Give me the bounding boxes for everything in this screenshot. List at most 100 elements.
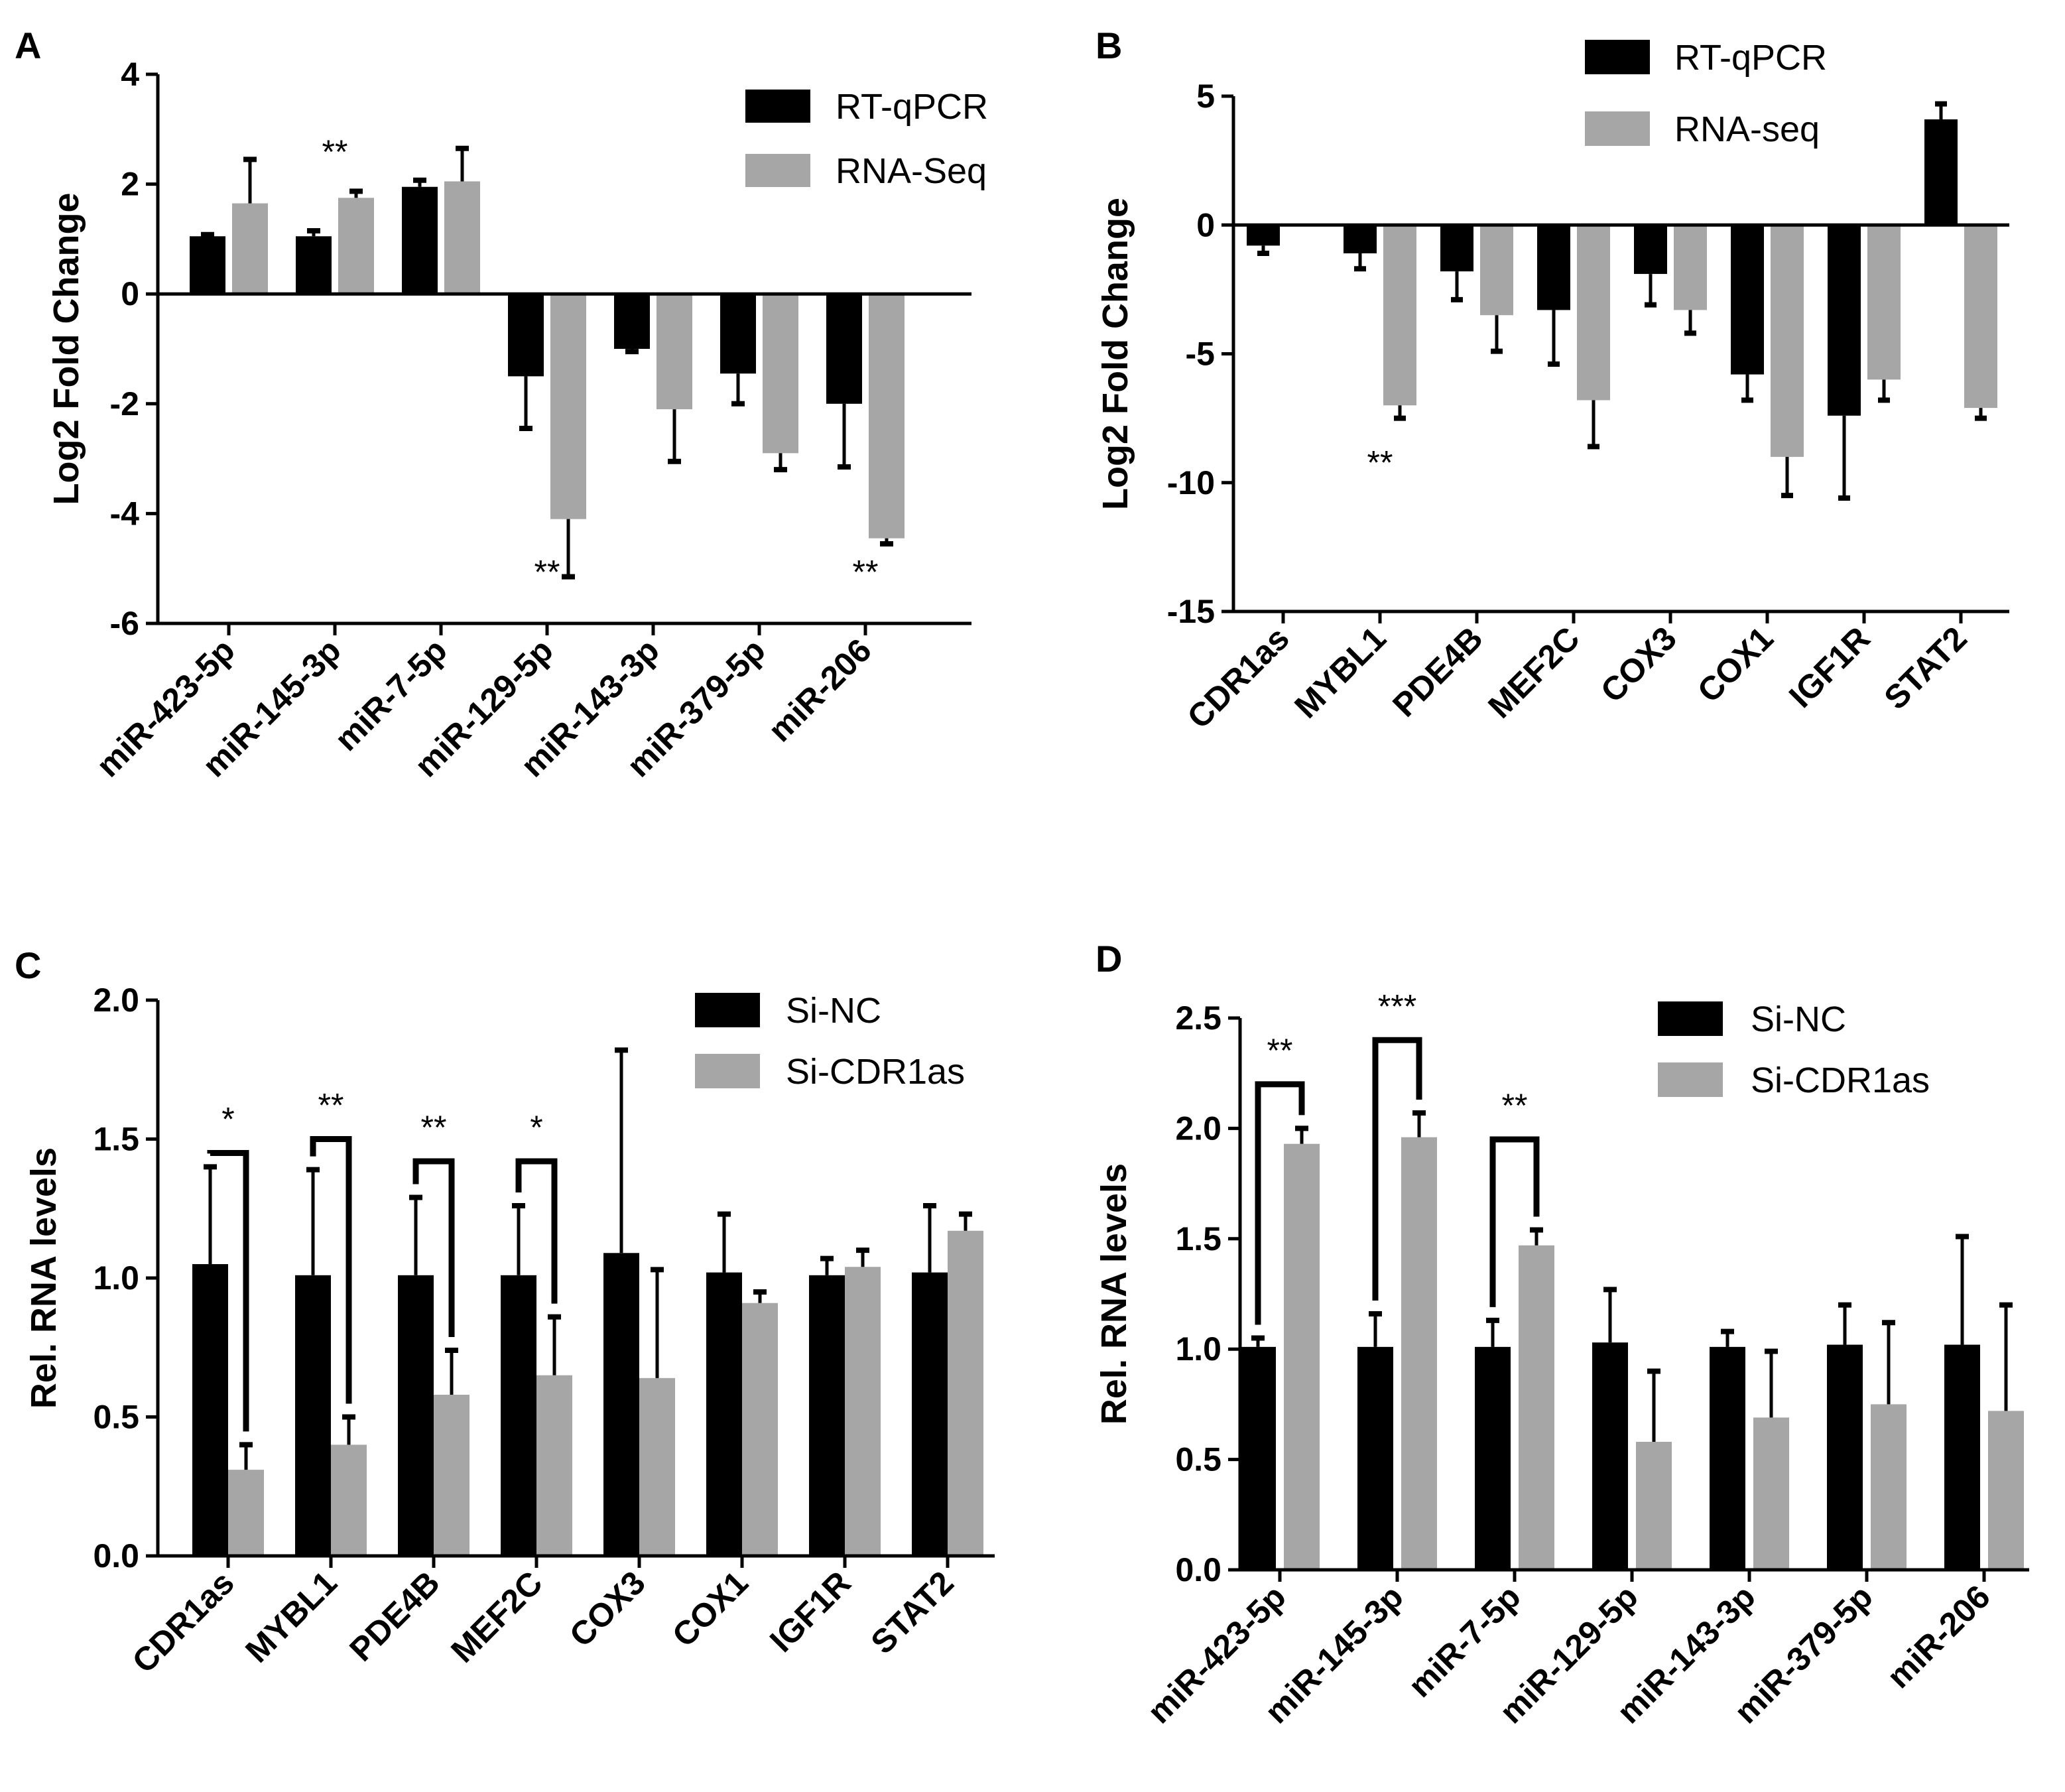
y-tick-label: -5	[1186, 336, 1215, 373]
bar-si-cdr1as-mir-129-5p	[1636, 1441, 1672, 1570]
significance-annotation: **	[322, 133, 348, 170]
x-tick-label-cox1: COX1	[1690, 619, 1781, 710]
bar-si-cdr1as-igf1r	[845, 1267, 881, 1556]
y-tick-label: 0.5	[1175, 1441, 1221, 1478]
y-axis-title: Log2 Fold Change	[46, 193, 86, 505]
significance-bracket	[412, 1158, 455, 1337]
bar-rna-seq-mir-206	[869, 294, 905, 539]
x-tick-label-stat2: STAT2	[863, 1564, 960, 1661]
panel-label-a: A	[15, 25, 41, 66]
y-tick-label: -10	[1167, 464, 1215, 501]
y-tick-label: 1.5	[93, 1121, 139, 1158]
y-tick-label: 0	[121, 275, 139, 312]
significance-bracket	[1372, 1037, 1422, 1301]
significance-annotation: **	[1367, 444, 1393, 481]
legend-label-si-cdr1as: Si-CDR1as	[1751, 1060, 1930, 1100]
x-tick-label-mef2c: MEF2C	[1481, 619, 1586, 725]
bar-si-cdr1as-mir-145-3p	[1401, 1137, 1437, 1570]
x-tick-label-pde4b: PDE4B	[1385, 619, 1489, 724]
bar-rt-qpcr-mir-7-5p	[402, 186, 438, 294]
significance-bracket	[1255, 1081, 1305, 1325]
bar-rt-qpcr-mir-379-5p	[720, 294, 756, 374]
x-tick-label-mybl1: MYBL1	[238, 1564, 344, 1669]
legend-label-si-cdr1as: Si-CDR1as	[786, 1052, 965, 1092]
bar-rna-seq-cox3	[1674, 225, 1707, 310]
y-tick-label: 2.0	[1175, 1110, 1221, 1147]
y-tick-label: 2	[121, 166, 139, 203]
bar-rna-seq-mir-423-5p	[232, 203, 268, 294]
bar-si-nc-mir-7-5p	[1475, 1346, 1511, 1570]
panel-label-b: B	[1095, 25, 1122, 66]
y-tick-label: -2	[110, 385, 139, 422]
bar-si-nc-mir-206	[1944, 1344, 1980, 1570]
bar-si-cdr1as-cdr1as	[228, 1470, 264, 1556]
bar-si-cdr1as-stat2	[948, 1230, 983, 1556]
bar-si-nc-stat2	[912, 1272, 948, 1556]
significance-bracket	[515, 1158, 558, 1304]
legend-swatch-si-cdr1as	[695, 1054, 760, 1088]
bar-si-cdr1as-mir-379-5p	[1871, 1404, 1907, 1570]
legend-label-rt-qpcr: RT-qPCR	[1674, 38, 1827, 78]
panel-c-chart: C 2.0 1.5 1.0 0.5 0.0 Rel. RNA levels CDR1asMY…	[15, 944, 995, 1680]
y-tick-label: 0	[1196, 206, 1215, 243]
y-axis-title: Rel. RNA levels	[24, 1147, 64, 1409]
bar-si-nc-mir-423-5p	[1240, 1346, 1276, 1570]
bar-rt-qpcr-mir-143-3p	[614, 294, 650, 349]
x-tick-label-mef2c: MEF2C	[444, 1564, 549, 1669]
significance-annotation: ***	[1378, 988, 1416, 1025]
bar-rt-qpcr-mef2c	[1537, 225, 1570, 310]
bar-si-nc-igf1r	[809, 1275, 845, 1556]
x-tick-label-stat2: STAT2	[1877, 619, 1973, 716]
bar-rt-qpcr-pde4b	[1440, 225, 1473, 272]
panel-label-c: C	[15, 944, 41, 986]
x-tick-label-cdr1as: CDR1as	[125, 1564, 241, 1680]
y-tick-label: 2.5	[1175, 999, 1221, 1037]
bar-si-nc-cdr1as	[192, 1264, 228, 1556]
legend-label-si-nc: Si-NC	[1751, 999, 1846, 1039]
bar-rna-seq-mir-7-5p	[444, 181, 480, 294]
bar-si-cdr1as-mir-7-5p	[1519, 1245, 1554, 1570]
x-tick-label-pde4b: PDE4B	[342, 1564, 446, 1668]
bar-rna-seq-mef2c	[1577, 225, 1610, 401]
legend-swatch-rna-seq	[745, 154, 810, 187]
bar-si-cdr1as-mir-206	[1988, 1411, 2024, 1570]
bar-rt-qpcr-mir-206	[826, 294, 862, 404]
bar-si-nc-mir-143-3p	[1710, 1346, 1745, 1570]
x-tick-label-cdr1as: CDR1as	[1180, 619, 1296, 736]
y-tick-label: 4	[121, 56, 139, 93]
y-tick-label: 2.0	[93, 982, 139, 1019]
significance-bracket	[310, 1136, 352, 1404]
x-tick-label-cox1: COX1	[665, 1564, 755, 1654]
y-tick-label: 5	[1196, 78, 1215, 115]
y-tick-label: 0.5	[93, 1399, 139, 1436]
bar-rna-seq-mybl1	[1383, 225, 1416, 406]
bar-rt-qpcr-cdr1as	[1247, 225, 1280, 246]
bar-rt-qpcr-mir-423-5p	[190, 236, 225, 294]
bar-rt-qpcr-cox3	[1634, 225, 1667, 275]
legend-label-si-nc: Si-NC	[786, 991, 881, 1031]
legend-swatch-si-nc	[1658, 1001, 1723, 1036]
x-tick-label-mir-206: miR-206	[761, 631, 879, 749]
legend-label-rna-seq: RNA-seq	[1674, 109, 1820, 149]
x-tick-label-mir-206: miR-206	[1880, 1578, 1997, 1695]
x-tick-label-cox3: COX3	[562, 1564, 653, 1654]
bar-si-cdr1as-cox1	[742, 1303, 778, 1556]
significance-annotation: **	[853, 553, 879, 590]
significance-bracket	[1489, 1136, 1540, 1307]
y-tick-label: 1.0	[93, 1259, 139, 1297]
significance-annotation: *	[530, 1109, 542, 1146]
bar-si-nc-cox3	[603, 1253, 639, 1556]
bar-si-cdr1as-pde4b	[434, 1394, 469, 1556]
x-tick-label-mir-7-5p: miR-7-5p	[1401, 1578, 1528, 1704]
bar-si-cdr1as-mef2c	[536, 1375, 572, 1556]
significance-annotation: *	[221, 1100, 234, 1137]
bar-rt-qpcr-mir-145-3p	[296, 236, 332, 294]
significance-annotation: **	[534, 553, 560, 590]
y-tick-label: 1.5	[1175, 1220, 1221, 1257]
bar-rt-qpcr-igf1r	[1828, 225, 1861, 416]
x-tick-label-cox3: COX3	[1594, 619, 1684, 710]
x-tick-label-igf1r: IGF1R	[763, 1564, 858, 1659]
